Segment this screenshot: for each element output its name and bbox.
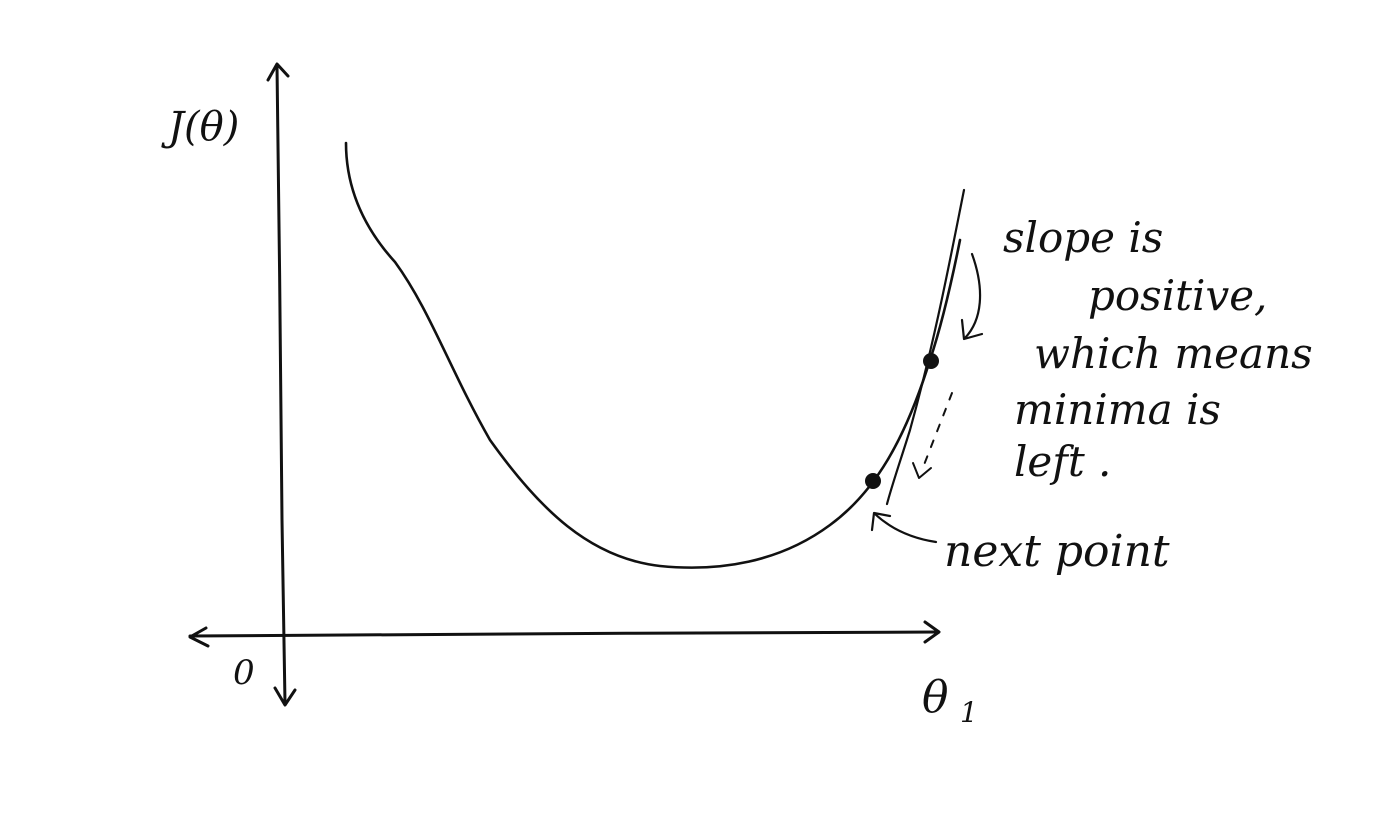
next-point-pointer-arrow: [873, 512, 938, 544]
y-axis-arrow-up: [266, 62, 290, 82]
slope-pointer-arrow: [963, 252, 982, 340]
y-axis-line: [275, 64, 287, 705]
next-point-note: next point: [944, 526, 1170, 577]
x-axis-arrow-right: [923, 620, 941, 644]
slope-note-line-1: slope is: [1003, 213, 1163, 262]
y-axis: [266, 62, 297, 707]
x-axis: [188, 620, 941, 648]
slope-note-line-4: minima is: [1014, 385, 1221, 434]
origin-label: 0: [233, 653, 255, 693]
y-axis-arrow-down: [273, 686, 297, 707]
slope-pointer-arrowhead: [960, 318, 984, 341]
tangent-line: [885, 188, 966, 506]
step-arrow-head: [912, 462, 932, 479]
current-point: [923, 353, 939, 369]
slope-note-line-3: which means: [1034, 329, 1313, 378]
y-axis-label: J(θ): [161, 104, 239, 150]
x-axis-label-subscript: 1: [960, 696, 978, 729]
x-axis-line: [188, 630, 940, 638]
cost-curve: [344, 141, 962, 569]
next-point-marker: [865, 473, 881, 489]
slope-note-line-5: left .: [1014, 437, 1111, 486]
step-arrow-dashed: [921, 392, 953, 471]
slope-annotation: slope is positive, which means minima is…: [1003, 213, 1313, 486]
x-axis-label: θ: [922, 672, 949, 723]
next-point-pointer-arrowhead: [870, 511, 892, 532]
slope-note-line-2: positive,: [1088, 271, 1267, 320]
x-axis-arrow-left: [188, 626, 210, 648]
